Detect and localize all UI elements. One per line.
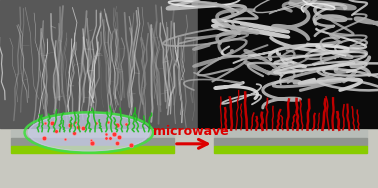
Polygon shape (11, 130, 174, 138)
Ellipse shape (28, 114, 149, 151)
Bar (0, 0, 198, 128)
Polygon shape (11, 138, 174, 146)
Polygon shape (214, 130, 367, 138)
Polygon shape (214, 138, 367, 146)
Bar (198, 0, 378, 128)
Polygon shape (214, 146, 367, 153)
Polygon shape (11, 146, 174, 153)
Text: microwave: microwave (153, 125, 229, 138)
